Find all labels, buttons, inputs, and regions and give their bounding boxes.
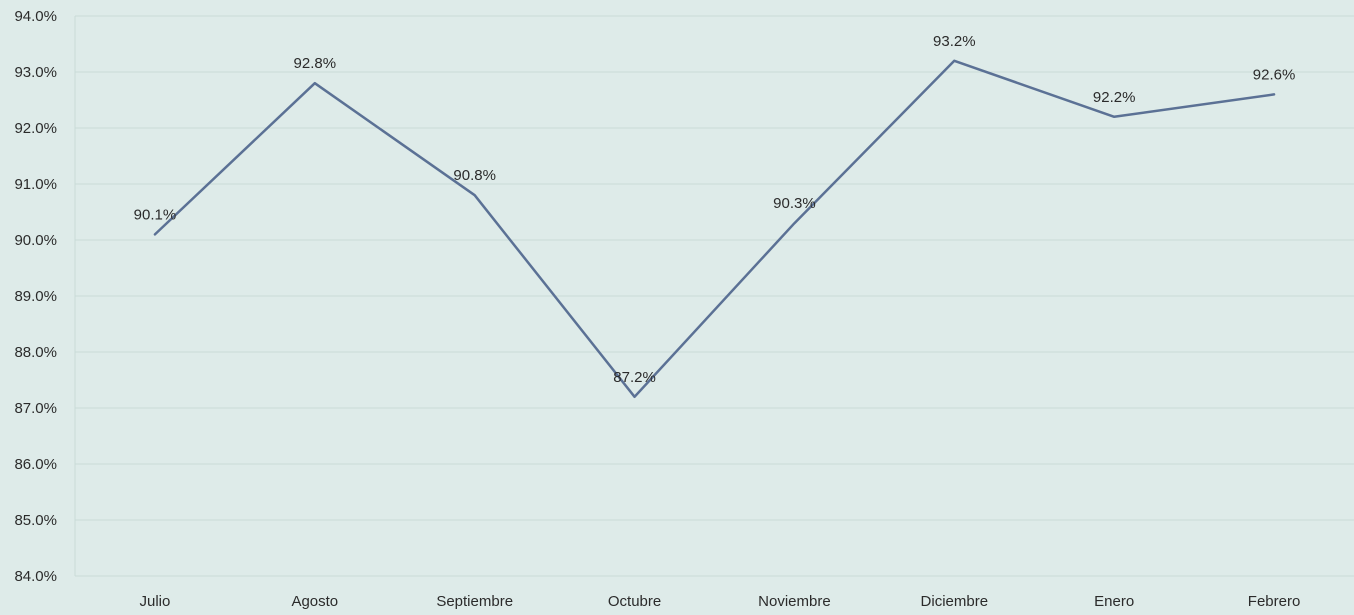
series-line xyxy=(153,59,1276,399)
y-tick-label: 94.0% xyxy=(14,8,57,25)
x-category-label: Enero xyxy=(1094,593,1134,610)
data-label: 92.8% xyxy=(294,55,337,72)
y-tick-label: 91.0% xyxy=(14,176,57,193)
x-category-label: Agosto xyxy=(291,593,338,610)
y-tick-label: 92.0% xyxy=(14,120,57,137)
x-category-label: Septiembre xyxy=(436,593,513,610)
x-category-label: Noviembre xyxy=(758,593,831,610)
x-category-label: Febrero xyxy=(1248,593,1301,610)
y-tick-label: 87.0% xyxy=(14,400,57,417)
y-tick-label: 90.0% xyxy=(14,232,57,249)
data-label: 90.8% xyxy=(453,167,496,184)
x-axis-category-labels: Julio Agosto Septiembre Octubre Noviembre Dic… xyxy=(140,593,1301,610)
y-axis-tick-labels: 84.0% 85.0% 86.0% 87.0% 88.0% 89.0% 90.0% 91.0%… xyxy=(14,8,57,585)
x-category-label: Julio xyxy=(140,593,171,610)
x-category-label: Diciembre xyxy=(921,593,989,610)
data-label: 92.6% xyxy=(1253,66,1296,83)
y-tick-label: 93.0% xyxy=(14,64,57,81)
data-label: 90.3% xyxy=(773,195,816,212)
y-tick-label: 85.0% xyxy=(14,512,57,529)
x-category-label: Octubre xyxy=(608,593,661,610)
y-tick-label: 88.0% xyxy=(14,344,57,361)
data-label: 90.1% xyxy=(134,206,177,223)
data-labels: 90.1% 92.8% 90.8% 87.2% 90.3% 93.2% 92.2% 92.6% xyxy=(134,33,1296,386)
data-label: 87.2% xyxy=(613,369,656,386)
y-tick-label: 89.0% xyxy=(14,288,57,305)
data-label: 92.2% xyxy=(1093,89,1136,106)
series-line-group xyxy=(153,59,1276,399)
y-tick-label: 84.0% xyxy=(14,568,57,585)
data-label: 93.2% xyxy=(933,33,976,50)
gridlines xyxy=(74,15,1354,577)
y-tick-label: 86.0% xyxy=(14,456,57,473)
